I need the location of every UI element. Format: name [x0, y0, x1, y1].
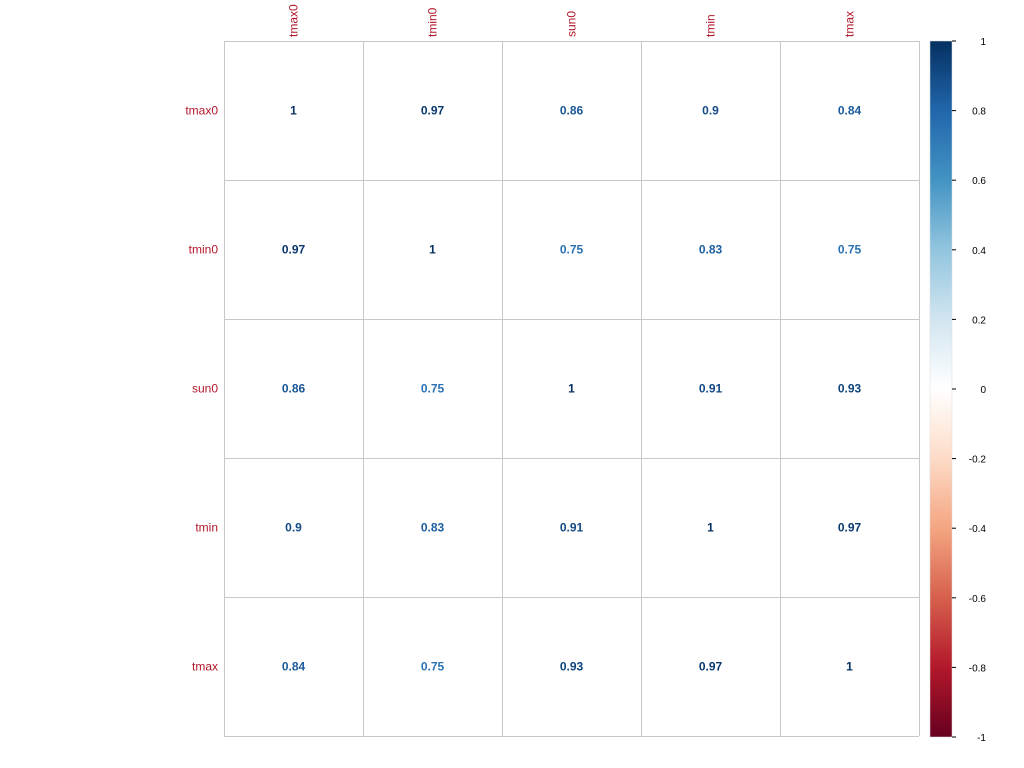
cell-value: 1 — [290, 104, 297, 118]
cell-value: 0.86 — [282, 382, 306, 396]
cell-value: 0.75 — [421, 382, 445, 396]
cell-value: 0.83 — [699, 243, 723, 257]
row-label-tmax: tmax — [192, 660, 218, 674]
column-label-tmin0: tmin0 — [426, 7, 440, 37]
cell-value: 0.84 — [282, 660, 306, 674]
column-label-tmin: tmin — [704, 14, 718, 37]
colorbar-tick-label: 0.4 — [972, 246, 986, 257]
colorbar-gradient — [929, 40, 953, 738]
cell-value: 0.86 — [560, 104, 584, 118]
cell-value: 0.97 — [699, 660, 723, 674]
cell-value: 0.97 — [838, 521, 862, 535]
colorbar-tick-label: -0.4 — [969, 524, 987, 535]
column-label-sun0: sun0 — [565, 11, 579, 37]
cell-values: 1 0.97 0.86 0.9 0.84 0.97 1 0.75 0.83 0.75 0.86 0.7… — [282, 104, 862, 674]
row-label-tmin: tmin — [195, 521, 218, 535]
grid-layer — [224, 41, 920, 737]
row-labels: tmax0 tmin0 sun0 tmin tmax — [185, 104, 218, 674]
cell-value: 0.97 — [421, 104, 445, 118]
column-labels: tmax0 tmin0 sun0 tmin tmax — [287, 4, 857, 37]
colorbar-tick-label: 0 — [980, 385, 986, 396]
colorbar-tick-label: 0.6 — [972, 176, 986, 187]
cell-value: 1 — [707, 521, 714, 535]
colorbar-tick-label: 0.8 — [972, 107, 986, 118]
colorbar-tick-label: 0.2 — [972, 315, 986, 326]
cell-value: 0.75 — [421, 660, 445, 674]
cell-value: 0.84 — [838, 104, 862, 118]
colorbar-tick-label: -0.8 — [969, 663, 987, 674]
cell-value: 0.83 — [421, 521, 445, 535]
column-label-tmax: tmax — [843, 11, 857, 37]
row-label-tmin0: tmin0 — [189, 243, 219, 257]
column-label-tmax0: tmax0 — [287, 4, 301, 37]
cell-value: 1 — [429, 243, 436, 257]
colorbar-tick-label: 1 — [980, 37, 986, 48]
cell-value: 0.9 — [285, 521, 302, 535]
cell-value: 0.75 — [838, 243, 862, 257]
cell-value: 0.97 — [282, 243, 306, 257]
cell-value: 0.91 — [560, 521, 584, 535]
cell-value: 0.75 — [560, 243, 584, 257]
cell-value: 0.93 — [560, 660, 584, 674]
row-label-tmax0: tmax0 — [185, 104, 218, 118]
colorbar-tick-label: -0.2 — [969, 455, 987, 466]
cell-value: 0.93 — [838, 382, 862, 396]
cell-value: 1 — [568, 382, 575, 396]
colorbar-tick-label: -0.6 — [969, 594, 987, 605]
cell-value: 1 — [846, 660, 853, 674]
cell-value: 0.91 — [699, 382, 723, 396]
cell-value: 0.9 — [702, 104, 719, 118]
colorbar: 1 0.8 0.6 0.4 0.2 0 -0.2 -0.4 -0.6 -0.8 -1 — [929, 37, 987, 744]
row-label-sun0: sun0 — [192, 382, 218, 396]
colorbar-tick-label: -1 — [977, 733, 986, 744]
